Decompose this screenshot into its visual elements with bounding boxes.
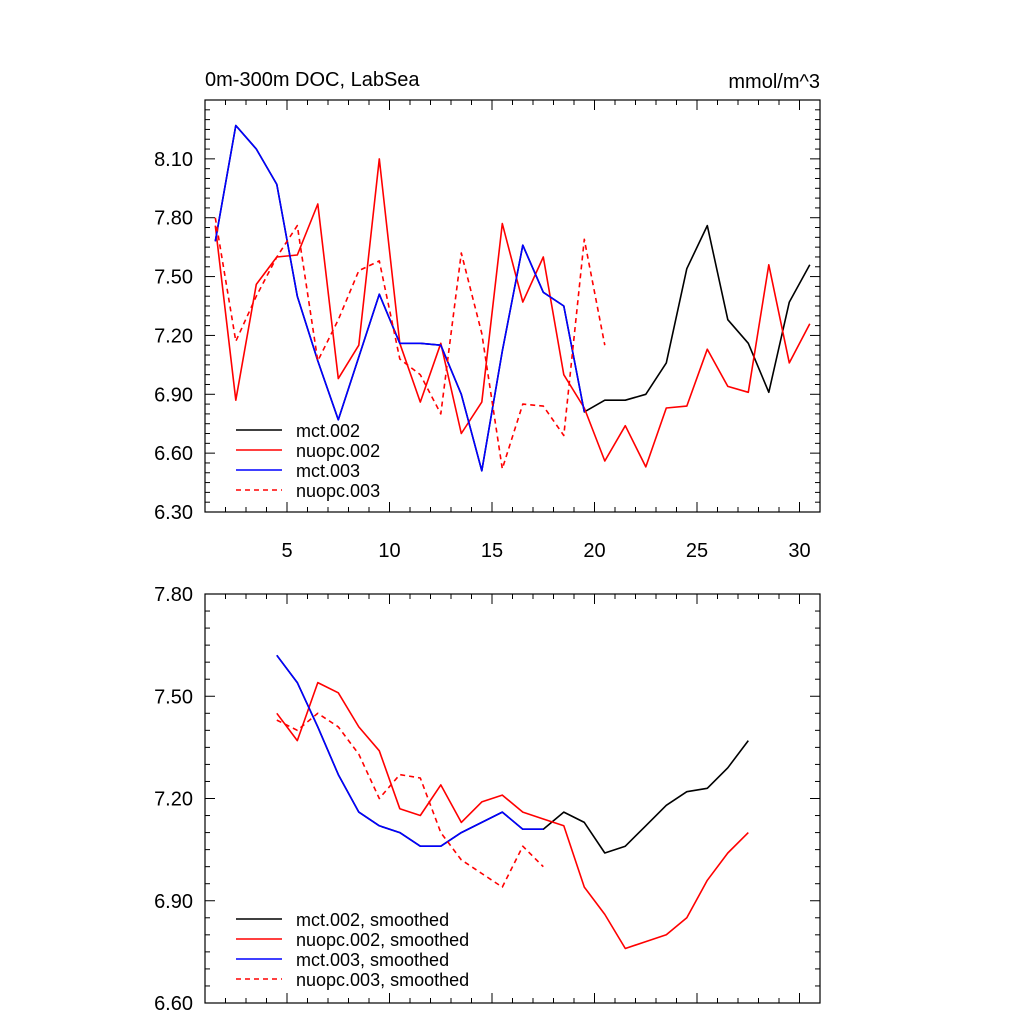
- y-tick-label: 7.50: [154, 267, 193, 289]
- y-tick-label: 6.30: [154, 502, 193, 524]
- y-tick-label: 7.20: [154, 789, 193, 811]
- series-line-mct-003-smoothed: [276, 654, 544, 848]
- legend-label: mct.003: [296, 461, 360, 481]
- legend-label: nuopc.002, smoothed: [296, 930, 469, 950]
- y-tick-label: 6.60: [154, 443, 193, 465]
- series-line-mct-002-smoothed: [276, 654, 749, 854]
- legend-label: nuopc.003, smoothed: [296, 970, 469, 990]
- x-tick-label: 30: [788, 540, 810, 562]
- chart-title: 0m-300m DOC, LabSea: [205, 69, 420, 91]
- x-tick-label: 5: [281, 540, 292, 562]
- series-line-nuopc-002-smoothed: [276, 681, 749, 950]
- series-line-nuopc-002: [214, 158, 811, 468]
- y-tick-label: 7.80: [154, 584, 193, 606]
- legend-label: nuopc.003: [296, 481, 380, 501]
- x-tick-label: 15: [481, 540, 503, 562]
- x-tick-label: 10: [378, 540, 400, 562]
- y-tick-label: 7.80: [154, 208, 193, 230]
- units-label: mmol/m^3: [728, 71, 820, 93]
- legend-label: mct.002, smoothed: [296, 910, 449, 930]
- x-tick-label: 25: [686, 540, 708, 562]
- top-panel: 6.30 6.60 6.90 7.20 7.50 7.80 8.10 5 10 15 20 25 30 0…: [154, 69, 821, 562]
- series-line-nuopc-003: [214, 217, 606, 470]
- series-line-mct-003: [214, 124, 586, 472]
- y-tick-label: 8.10: [154, 149, 193, 171]
- y-tick-label: 6.90: [154, 891, 193, 913]
- series-line-nuopc-003-smoothed: [276, 712, 544, 888]
- x-tick-label: 20: [583, 540, 605, 562]
- y-tick-label: 6.90: [154, 384, 193, 406]
- y-tick-label: 7.20: [154, 325, 193, 347]
- y-tick-label: 7.50: [154, 686, 193, 708]
- y-tick-label: 6.60: [154, 993, 193, 1015]
- legend-label: mct.002: [296, 421, 360, 441]
- legend-label: mct.003, smoothed: [296, 950, 449, 970]
- legend-label: nuopc.002: [296, 441, 380, 461]
